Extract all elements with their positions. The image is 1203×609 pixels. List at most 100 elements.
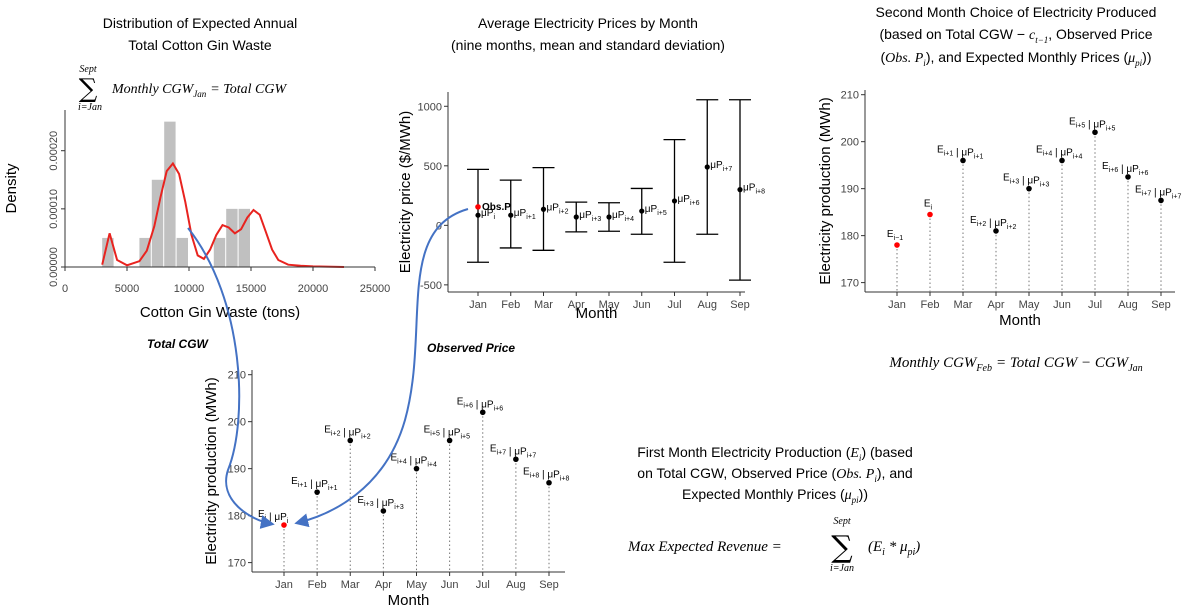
x-tick-label: Sep bbox=[1151, 299, 1171, 311]
second-title-line-1: Second Month Choice of Electricity Produ… bbox=[876, 4, 1157, 20]
production-point bbox=[960, 157, 966, 164]
observed-price-point-label: Obs.P bbox=[482, 202, 511, 213]
total-cgw-label: Total CGW bbox=[147, 337, 210, 351]
y-tick-label: 0.00010 bbox=[48, 189, 60, 229]
histogram-bar bbox=[164, 121, 176, 267]
first-title-line-2: on Total CGW, Observed Price (Obs. Pi), … bbox=[637, 465, 912, 484]
production-point-label: Ei+7 | μPi+7 bbox=[490, 443, 536, 459]
x-tick-label: May bbox=[406, 579, 427, 591]
x-tick-label: Aug bbox=[697, 299, 717, 311]
prices-title-line-1: Average Electricity Prices by Month bbox=[478, 15, 698, 31]
sum-upper-limit: Sept bbox=[79, 64, 96, 75]
mean-point bbox=[573, 214, 579, 220]
x-tick-label: Jan bbox=[275, 579, 293, 591]
second-month-title: Second Month Choice of Electricity Produ… bbox=[876, 4, 1157, 68]
second-month-formula: Monthly CGWFeb = Total CGW − CGWJan bbox=[888, 355, 1142, 374]
mean-point-label: μPi+6 bbox=[678, 194, 700, 207]
production-point-label: Ei bbox=[924, 198, 933, 211]
mean-point-label: μPi+2 bbox=[547, 202, 569, 215]
density-curve bbox=[101, 161, 345, 268]
x-tick-label: Aug bbox=[1118, 299, 1138, 311]
density-title-line-2: Total Cotton Gin Waste bbox=[128, 37, 272, 53]
revenue-summation-symbol: ∑ bbox=[831, 530, 853, 565]
mean-point-label: μPi+3 bbox=[579, 210, 601, 223]
production-point-label: Ei+7 | μPi+7 bbox=[1135, 184, 1181, 200]
mean-point-label: μPi+1 bbox=[514, 208, 536, 221]
observed-price-point bbox=[475, 204, 481, 210]
second-month-chart: 170 180 190 200 210 Jan Ei−1 Feb Ei Mar Ei+1 | μPi… bbox=[817, 90, 1181, 329]
prices-chart: -50005001000JanμPiFebμPi+1MarμPi+2AprμPi… bbox=[397, 92, 765, 322]
y-tick-label: 170 bbox=[841, 278, 859, 290]
total-cgw-arrow bbox=[187, 227, 275, 529]
mean-point-label: μPi+8 bbox=[743, 183, 765, 196]
production-point-label: Ei+4 | μPi+4 bbox=[391, 453, 437, 469]
mean-point bbox=[540, 206, 547, 212]
production-point bbox=[479, 409, 486, 416]
mean-point bbox=[606, 214, 612, 220]
second-title-line-2: (based on Total CGW − ct−1, Observed Pri… bbox=[879, 26, 1152, 45]
mean-point-label: μPi+5 bbox=[645, 204, 667, 217]
production-point-label: Ei+1 | μPi+1 bbox=[937, 144, 983, 160]
x-tick-label: Jul bbox=[667, 299, 681, 311]
x-tick-label: Mar bbox=[534, 299, 553, 311]
y-tick-label: 0.00000 bbox=[48, 247, 60, 287]
production-point bbox=[1059, 157, 1065, 164]
production-point bbox=[380, 508, 387, 514]
y-tick-label: 170 bbox=[228, 558, 246, 570]
observed-price-label: Observed Price bbox=[427, 341, 515, 355]
x-tick-label: Feb bbox=[501, 299, 520, 311]
y-tick-label: 210 bbox=[841, 90, 859, 102]
production-point bbox=[1092, 129, 1098, 136]
second-title-line-3: (Obs. Pi), and Expected Monthly Prices (… bbox=[881, 49, 1152, 68]
production-point bbox=[513, 456, 519, 463]
density-chart: 0 5000 10000 15000 20000 25000 0.00000 0.00010 0… bbox=[3, 110, 390, 321]
production-point bbox=[314, 489, 320, 495]
y-tick-label: -500 bbox=[420, 280, 442, 292]
highlighted-production-point bbox=[281, 522, 287, 528]
x-tick-label: Jun bbox=[633, 299, 651, 311]
prices-panel-title: Average Electricity Prices by Month (nin… bbox=[451, 15, 725, 53]
production-point bbox=[413, 465, 420, 472]
y-tick-label: 210 bbox=[228, 370, 246, 382]
x-tick-label: Feb bbox=[921, 299, 940, 311]
production-point bbox=[347, 437, 354, 444]
production-point-label: Ei+6 | μPi+6 bbox=[457, 396, 503, 412]
production-point-label: Ei+5 | μPi+5 bbox=[1069, 116, 1115, 132]
y-tick-label: 190 bbox=[841, 184, 859, 196]
y-tick-label: 500 bbox=[424, 161, 442, 173]
density-title-line-1: Distribution of Expected Annual bbox=[103, 15, 298, 31]
x-tick-label: 0 bbox=[62, 283, 68, 295]
histogram-bar bbox=[151, 179, 164, 267]
mean-point bbox=[737, 187, 743, 193]
y-axis-title: Electricity production (MWh) bbox=[203, 377, 220, 565]
production-point-label: Ei+3 | μPi+3 bbox=[357, 495, 403, 511]
x-tick-label: 5000 bbox=[115, 283, 139, 295]
x-tick-label: 15000 bbox=[236, 283, 267, 295]
revenue-formula: Max Expected Revenue = Sept ∑ i=Jan (Ei … bbox=[627, 516, 920, 574]
y-axis-title: Electricity production (MWh) bbox=[817, 97, 834, 285]
mean-point bbox=[671, 198, 678, 204]
prices-title-line-2: (nine months, mean and standard deviatio… bbox=[451, 37, 725, 53]
y-tick-label: 180 bbox=[228, 511, 246, 523]
mean-point-label: μPi+7 bbox=[710, 160, 732, 173]
x-tick-label: Jan bbox=[888, 299, 906, 311]
mean-point-label: μPi+4 bbox=[612, 210, 634, 223]
x-tick-label: May bbox=[599, 299, 620, 311]
production-point-label: Ei+6 | μPi+6 bbox=[1102, 161, 1148, 177]
x-tick-label: Mar bbox=[954, 299, 973, 311]
density-formula: Sept ∑ i=Jan Monthly CGWJan = Total CGW bbox=[78, 64, 287, 113]
observed-price-arrow bbox=[294, 208, 469, 528]
histogram-bar bbox=[213, 237, 226, 267]
first-title-line-1: First Month Electricity Production (Ei) … bbox=[637, 444, 913, 463]
y-tick-label: 180 bbox=[841, 231, 859, 243]
y-axis-title: Electricity price ($/MWh) bbox=[397, 111, 414, 274]
production-point-label: Ei+2 | μPi+2 bbox=[970, 215, 1016, 231]
y-axis-title: Density bbox=[3, 163, 20, 214]
production-point-label: Ei+4 | μPi+4 bbox=[1036, 144, 1082, 160]
x-tick-label: Apr bbox=[568, 299, 585, 311]
summation-symbol: ∑ bbox=[79, 74, 98, 104]
y-tick-label: 190 bbox=[228, 464, 246, 476]
first-title-line-3: Expected Monthly Prices (μpi)) bbox=[682, 486, 868, 505]
